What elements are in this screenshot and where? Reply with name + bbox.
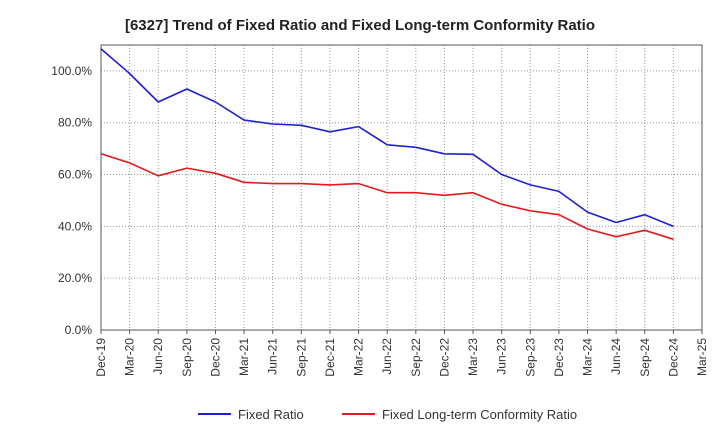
x-tick-label: Sep-23 xyxy=(523,338,537,377)
x-tick-label: Jun-20 xyxy=(151,338,165,375)
legend: Fixed Ratio Fixed Long-term Conformity Ra… xyxy=(198,407,577,422)
y-tick-label: 100.0% xyxy=(51,64,92,78)
x-tick-label: Dec-20 xyxy=(208,338,222,377)
y-tick-label: 20.0% xyxy=(58,271,92,285)
x-tick-label: Mar-20 xyxy=(123,338,137,376)
y-tick-label: 40.0% xyxy=(58,219,92,233)
chart-title: [6327] Trend of Fixed Ratio and Fixed Lo… xyxy=(125,17,595,34)
x-tick-label: Sep-20 xyxy=(180,338,194,377)
x-tick-label: Jun-23 xyxy=(495,338,509,375)
x-tick-label: Mar-24 xyxy=(581,338,595,376)
series-line-fixed-ratio xyxy=(100,48,674,228)
x-tick-label: Dec-22 xyxy=(437,338,451,377)
plot-frame xyxy=(100,44,703,331)
x-tick-label: Mar-25 xyxy=(695,338,709,376)
legend-label: Fixed Ratio xyxy=(238,407,304,422)
grid xyxy=(101,45,702,330)
series-line-fixed-long-term-conformity-ratio xyxy=(100,153,674,241)
series-lines xyxy=(100,48,674,241)
y-tick-label: 80.0% xyxy=(58,116,92,130)
y-tick-label: 0.0% xyxy=(65,323,93,337)
x-tick-label: Dec-19 xyxy=(94,338,108,377)
x-tick-label: Mar-23 xyxy=(466,338,480,376)
x-tick-label: Dec-24 xyxy=(666,338,680,377)
x-tick-label: Jun-22 xyxy=(380,338,394,375)
x-tick-label: Dec-23 xyxy=(552,338,566,377)
x-tick-label: Jun-24 xyxy=(609,338,623,375)
legend-label: Fixed Long-term Conformity Ratio xyxy=(382,407,577,422)
axes: 0.0% 20.0% 40.0% 60.0% 80.0% 100.0% Dec-19 Mar-… xyxy=(51,44,709,377)
x-tick-label: Sep-22 xyxy=(409,338,423,377)
x-tick-label: Jun-21 xyxy=(266,338,280,375)
x-tick-label: Dec-21 xyxy=(323,338,337,377)
x-tick-label: Mar-22 xyxy=(352,338,366,376)
x-tick-label: Sep-24 xyxy=(638,338,652,377)
y-tick-label: 60.0% xyxy=(58,168,92,182)
x-tick-label: Mar-21 xyxy=(237,338,251,376)
x-tick-label: Sep-21 xyxy=(294,338,308,377)
